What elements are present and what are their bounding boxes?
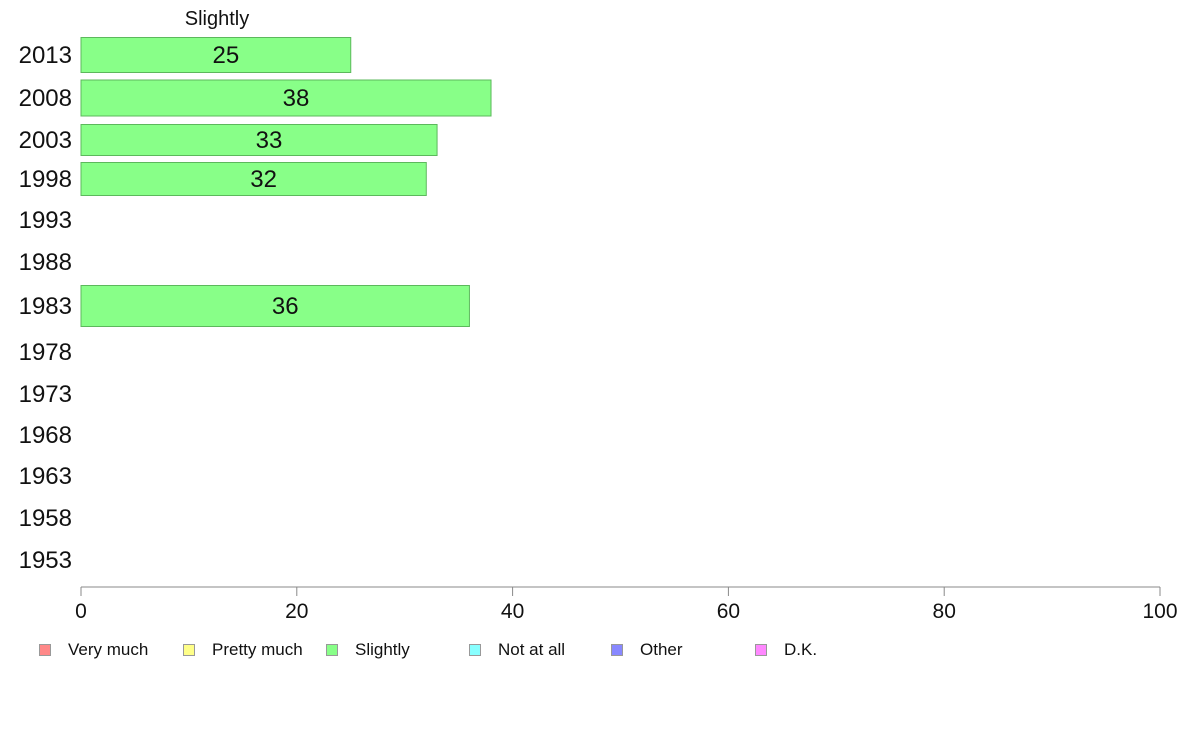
bar-value-label: 33 <box>256 127 283 154</box>
legend-label: Other <box>640 640 683 659</box>
legend-swatch <box>183 644 195 656</box>
bar-value-label: 25 <box>213 42 240 69</box>
y-tick-label: 1953 <box>19 547 72 574</box>
legend-label: D.K. <box>784 640 818 659</box>
y-tick-label: 1993 <box>19 207 72 234</box>
legend-item: Other <box>611 640 683 660</box>
legend-item: Not at all <box>469 640 565 660</box>
bar <box>80 162 427 196</box>
legend-swatch <box>611 644 623 656</box>
legend-swatch <box>326 644 338 656</box>
legend-item: Slightly <box>326 640 410 660</box>
legend-item: Pretty much <box>183 640 303 660</box>
legend-swatch <box>755 644 767 656</box>
x-tick-label: 0 <box>75 600 87 623</box>
y-tick-label: 1973 <box>19 381 72 408</box>
chart-title: Slightly <box>185 8 249 30</box>
bar-value-label: 36 <box>272 293 299 320</box>
x-tick-label: 60 <box>717 600 740 623</box>
y-tick-label: 1998 <box>19 166 72 193</box>
legend-swatch <box>469 644 481 656</box>
y-tick-label: 1978 <box>19 339 72 366</box>
bar-value-label: 32 <box>250 166 277 193</box>
y-tick-label: 2008 <box>19 85 72 112</box>
y-tick-label: 1968 <box>19 422 72 449</box>
bar <box>80 285 470 327</box>
x-tick-label: 80 <box>933 600 956 623</box>
legend-label: Very much <box>68 640 149 659</box>
x-tick-label: 100 <box>1142 600 1177 623</box>
y-tick-label: 1958 <box>19 505 72 532</box>
y-tick-label: 1988 <box>19 249 72 276</box>
y-tick-label: 2013 <box>19 42 72 69</box>
bar-value-label: 38 <box>283 85 310 112</box>
legend-item: D.K. <box>755 640 817 660</box>
legend-label: Pretty much <box>212 640 303 659</box>
y-axis-labels: 2013 2008 2003 1998 1993 1988 1983 1978 1973 1968… <box>19 42 72 574</box>
y-tick-label: 1983 <box>19 293 72 320</box>
bar <box>80 37 352 73</box>
y-tick-label: 2003 <box>19 127 72 154</box>
legend: Very much Pretty much Slightly Not at all Ot… <box>39 640 939 660</box>
legend-label: Not at all <box>498 640 566 659</box>
legend-label: Slightly <box>355 640 410 659</box>
bar <box>80 124 438 156</box>
bar <box>80 79 492 117</box>
x-axis: 0 20 40 60 80 100 <box>75 586 1178 623</box>
legend-swatch <box>39 644 51 656</box>
x-tick-label: 20 <box>285 600 308 623</box>
legend-item: Very much <box>39 640 148 660</box>
y-tick-label: 1963 <box>19 463 72 490</box>
x-tick-label: 40 <box>501 600 524 623</box>
